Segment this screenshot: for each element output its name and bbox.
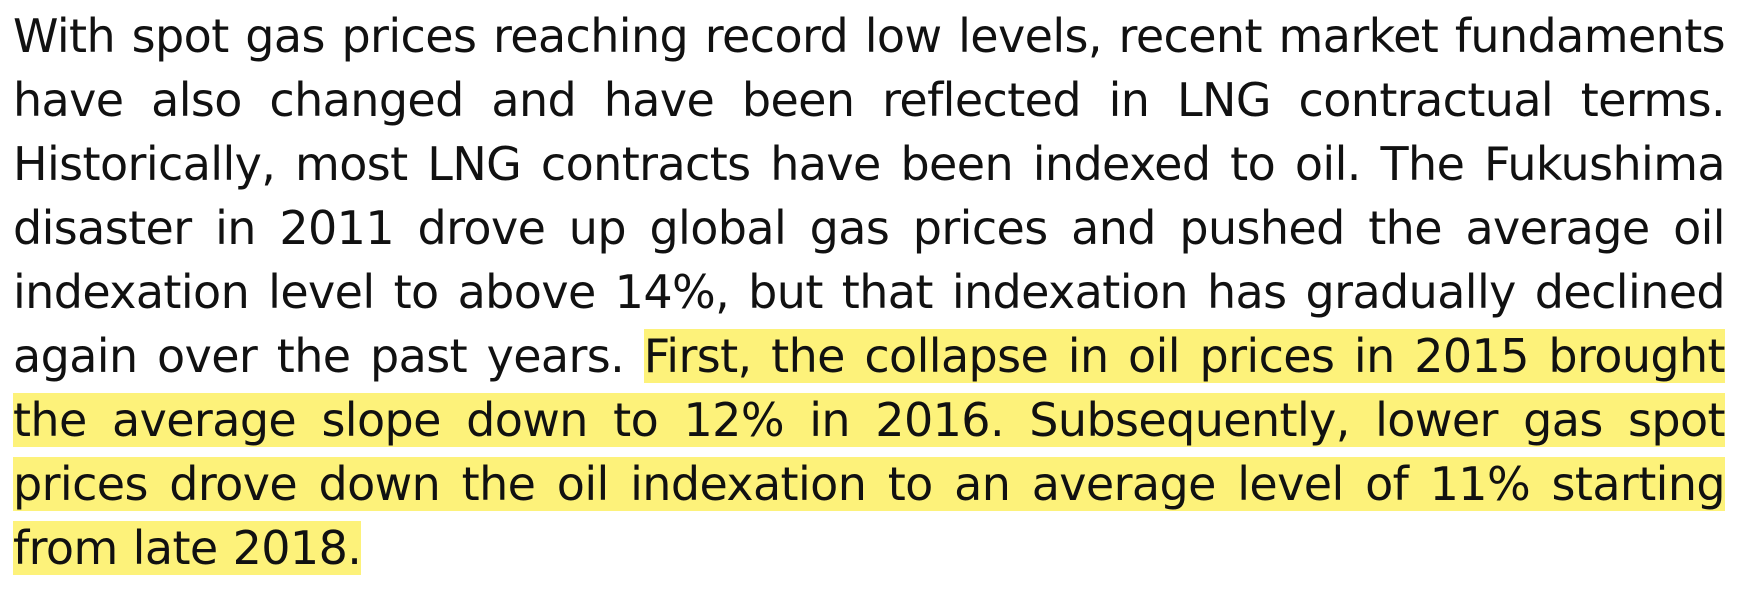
document: With spot gas prices reaching record low… [13,4,1726,580]
paragraph-text: With spot gas prices reaching record low… [13,9,1726,383]
paragraph: With spot gas prices reaching record low… [13,4,1726,580]
